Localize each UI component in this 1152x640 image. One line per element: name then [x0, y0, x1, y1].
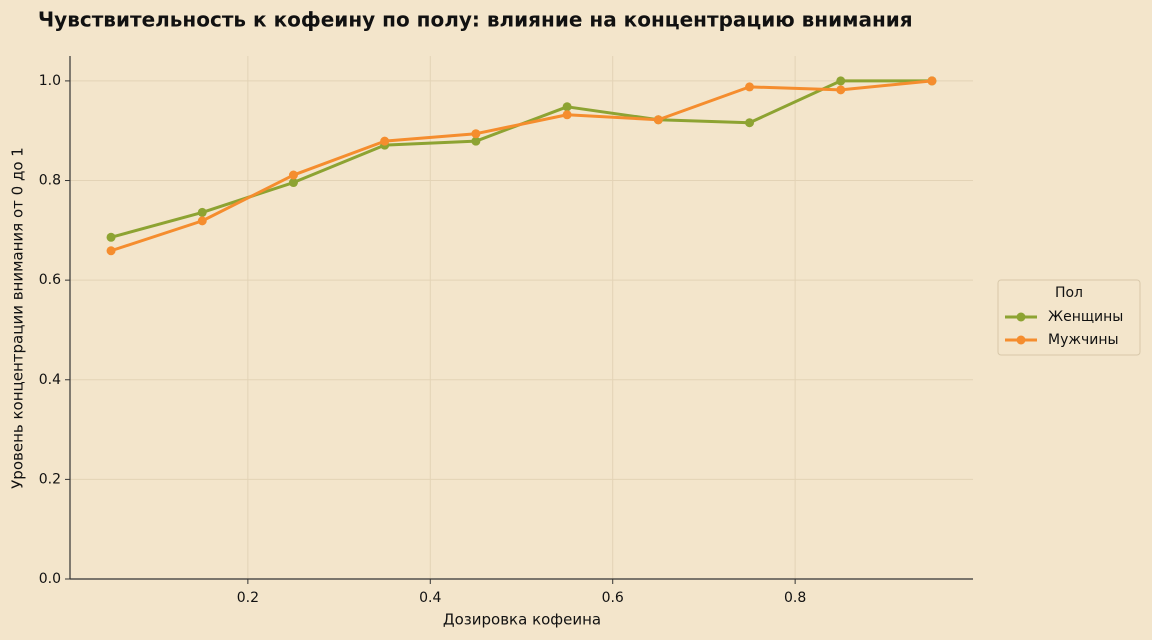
x-tick-label: 0.2 [237, 590, 259, 606]
point [745, 118, 755, 128]
y-tick-label: 1.0 [39, 73, 61, 89]
point [197, 216, 207, 226]
point [653, 115, 663, 125]
point [927, 76, 937, 86]
x-axis-label: Дозировка кофеина [443, 611, 601, 629]
series-line [110, 79, 933, 253]
y-tick-label: 0.2 [39, 471, 61, 487]
legend-box [997, 279, 1141, 356]
point [471, 129, 481, 139]
point [197, 207, 207, 217]
point [836, 85, 846, 95]
point [836, 76, 846, 86]
point [288, 170, 298, 180]
point [380, 136, 390, 146]
y-axis-label: Уровень концентрации внимания от 0 до 1 [9, 147, 27, 489]
x-tick-label: 0.4 [419, 590, 441, 606]
legend-marker [1016, 312, 1026, 322]
legend-marker [1016, 335, 1026, 345]
x-tick-label: 0.8 [784, 590, 806, 606]
legend-title: Пол [1055, 285, 1083, 301]
legend-label: Мужчины [1048, 332, 1119, 348]
point [562, 110, 572, 120]
y-tick-label: 0.8 [39, 173, 61, 189]
point [471, 136, 481, 146]
point [106, 246, 116, 256]
point [562, 102, 572, 112]
y-tick-label: 0.4 [39, 372, 61, 388]
y-tick-label: 0.6 [39, 272, 61, 288]
legend-label: Женщины [1048, 309, 1123, 325]
chart-title: Чувствительность к кофеину по полу: влия… [38, 8, 913, 32]
point [106, 232, 116, 242]
point [745, 82, 755, 92]
y-tick-label: 0.0 [39, 571, 61, 587]
x-tick-label: 0.6 [602, 590, 624, 606]
point [288, 178, 298, 188]
